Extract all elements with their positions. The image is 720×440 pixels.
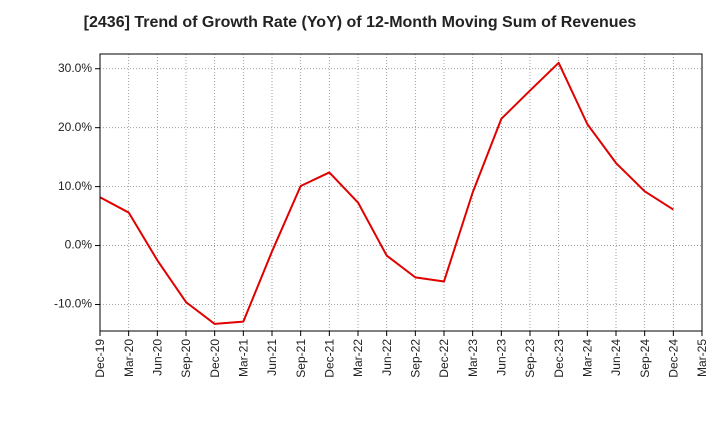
x-axis: Dec-19 Mar-20 Jun-20 Sep-20 Dec-20 Mar-21 Jun-… (93, 331, 709, 378)
x-tick-label: Sep-21 (294, 339, 308, 378)
y-tick-label: 0.0% (65, 238, 93, 252)
x-tick-label: Mar-20 (122, 339, 136, 377)
x-tick-label: Dec-21 (323, 339, 337, 378)
x-tick-label: Dec-23 (552, 339, 566, 378)
x-tick-label: Sep-23 (523, 339, 537, 378)
x-tick-label: Mar-25 (695, 339, 709, 377)
x-tick-label: Mar-21 (237, 339, 251, 377)
x-tick-label: Mar-24 (581, 339, 595, 377)
x-tick-label: Sep-22 (409, 339, 423, 378)
x-tick-label: Jun-21 (265, 339, 279, 376)
x-tick-label: Sep-20 (179, 339, 193, 378)
y-tick-label: -10.0% (54, 297, 92, 311)
x-tick-label: Mar-22 (351, 339, 365, 377)
y-tick-label: 30.0% (58, 61, 92, 75)
y-axis: 30.0% 20.0% 10.0% 0.0% -10.0% (54, 61, 100, 311)
y-tick-label: 10.0% (58, 179, 92, 193)
x-tick-label: Dec-24 (667, 339, 681, 378)
x-tick-label: Jun-22 (380, 339, 394, 376)
y-tick-label: 20.0% (58, 120, 92, 134)
x-tick-label: Mar-23 (466, 339, 480, 377)
x-tick-label: Dec-20 (208, 339, 222, 378)
plot-frame (99, 53, 703, 332)
x-tick-label: Jun-23 (495, 339, 509, 376)
x-tick-label: Dec-22 (437, 339, 451, 378)
series-line (99, 61, 674, 325)
x-tick-label: Jun-24 (609, 339, 623, 376)
x-tick-label: Dec-19 (93, 339, 107, 378)
grid-lines (100, 54, 702, 331)
x-tick-label: Jun-20 (151, 339, 165, 376)
series-group (99, 61, 674, 325)
chart-title: [2436] Trend of Growth Rate (YoY) of 12-… (83, 14, 637, 31)
x-tick-label: Sep-24 (638, 339, 652, 378)
